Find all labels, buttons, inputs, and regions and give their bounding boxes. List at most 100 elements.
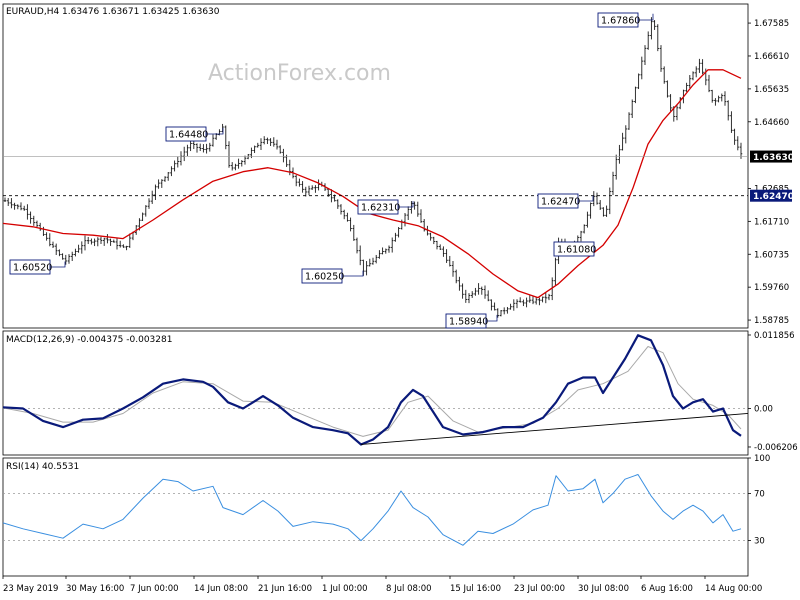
price-bar xyxy=(486,290,490,302)
price-bar xyxy=(339,204,343,215)
annotation-connector xyxy=(398,201,414,208)
x-tick-label: 7 Jun 00:00 xyxy=(130,584,179,594)
price-bar xyxy=(477,283,480,295)
rsi-y-tick-label: 30 xyxy=(754,537,765,547)
price-bar xyxy=(592,191,596,207)
price-bar xyxy=(541,296,544,303)
price-bar xyxy=(618,144,621,164)
macd-y-tick-label: -0.006206 xyxy=(754,443,798,453)
price-bar xyxy=(598,200,602,211)
price-bar xyxy=(691,71,695,81)
rsi-y-tick-label: 70 xyxy=(754,489,765,499)
price-bar xyxy=(634,86,637,104)
price-bar xyxy=(474,287,477,296)
price-bar xyxy=(694,66,698,78)
price-bar xyxy=(544,292,548,304)
price-bar xyxy=(653,20,656,30)
price-bar xyxy=(480,286,484,295)
annotation-1-67860: 1.67860 xyxy=(597,12,654,28)
annotation-label: 1.67860 xyxy=(601,16,640,27)
annotation-connector xyxy=(486,314,498,322)
price-bar xyxy=(707,74,711,93)
annotation-connector xyxy=(50,261,66,268)
price-bar xyxy=(243,155,247,165)
x-tick-label: 23 Jul 00:00 xyxy=(514,584,565,594)
annotation-1-58940: 1.58940 xyxy=(445,313,498,329)
price-bar xyxy=(640,56,644,80)
price-bar xyxy=(118,240,122,248)
price-bar xyxy=(144,205,148,217)
price-y-tick-label: 1.61710 xyxy=(754,217,789,227)
price-bar xyxy=(6,198,10,206)
price-bar xyxy=(330,189,333,203)
price-bar xyxy=(58,249,61,257)
price-y-tick-label: 1.64660 xyxy=(754,118,789,128)
price-panel-title: EURAUD,H4 1.63476 1.63671 1.63425 1.6363… xyxy=(6,7,220,17)
price-bar xyxy=(602,207,605,217)
watermark-text: ActionForex.com xyxy=(208,61,391,86)
x-tick-label: 23 May 2019 xyxy=(3,584,58,594)
price-bar xyxy=(346,212,349,222)
x-tick-label: 21 Jun 16:00 xyxy=(258,584,312,594)
price-bar xyxy=(554,257,557,286)
annotation-box xyxy=(9,259,51,275)
current-price-marker-bg xyxy=(750,150,792,163)
price-bar xyxy=(22,205,26,211)
price-y-tick-label: 1.65635 xyxy=(754,85,789,95)
price-bar xyxy=(637,73,640,90)
price-bar xyxy=(384,248,388,254)
price-bar xyxy=(234,163,237,171)
price-annotations: 1.67860 1.64480 1.62310 1.62470 1.61080 1.605… xyxy=(9,12,654,329)
price-bar xyxy=(365,261,368,276)
support-level-marker: 1.62470 xyxy=(750,189,794,202)
price-bar xyxy=(198,143,202,152)
price-bar xyxy=(74,248,77,257)
macd-y-tick-label: 0.00 xyxy=(754,405,773,415)
price-bar xyxy=(419,209,423,223)
price-bar xyxy=(662,66,666,84)
price-bar xyxy=(394,232,397,242)
price-bar xyxy=(698,58,701,73)
price-bar xyxy=(19,202,23,211)
price-bar xyxy=(496,308,500,318)
annotation-connector xyxy=(578,195,594,202)
annotation-box xyxy=(357,199,399,215)
price-bar xyxy=(442,246,445,257)
price-bar xyxy=(467,293,471,304)
price-bar xyxy=(99,236,103,245)
annotation-1-61080: 1.61080 xyxy=(553,241,596,257)
annotation-label: 1.60250 xyxy=(305,272,344,283)
price-bar xyxy=(163,176,167,182)
price-bar xyxy=(272,137,276,147)
annotation-box xyxy=(537,193,579,209)
price-bar xyxy=(352,224,356,241)
price-bar xyxy=(48,233,52,247)
price-bar xyxy=(128,233,132,248)
price-bar xyxy=(275,139,279,150)
support-level-marker-label: 1.62470 xyxy=(753,192,794,202)
price-bar xyxy=(714,98,717,106)
price-y-tick-label: 1.62685 xyxy=(754,184,789,194)
price-bar xyxy=(10,198,13,209)
price-bar xyxy=(422,219,426,232)
price-bar xyxy=(717,95,720,103)
x-tick-label: 6 Aug 16:00 xyxy=(641,584,693,594)
price-bar xyxy=(490,299,493,311)
price-bar xyxy=(342,209,346,220)
price-bar xyxy=(61,253,64,260)
price-bar xyxy=(669,94,672,112)
price-bar xyxy=(666,80,669,98)
price-bar xyxy=(624,125,628,144)
price-bar xyxy=(32,215,36,226)
price-bar xyxy=(506,306,509,314)
price-bar xyxy=(630,99,634,119)
price-bar xyxy=(710,89,714,103)
price-bar xyxy=(464,289,468,303)
price-bar xyxy=(659,45,663,72)
macd-y-tick-label: 0.011856 xyxy=(754,331,795,341)
price-bar xyxy=(493,302,496,311)
price-bar xyxy=(458,276,461,291)
price-bar xyxy=(202,144,205,153)
x-tick-label: 8 Jul 08:00 xyxy=(386,584,432,594)
price-bar xyxy=(733,128,736,145)
